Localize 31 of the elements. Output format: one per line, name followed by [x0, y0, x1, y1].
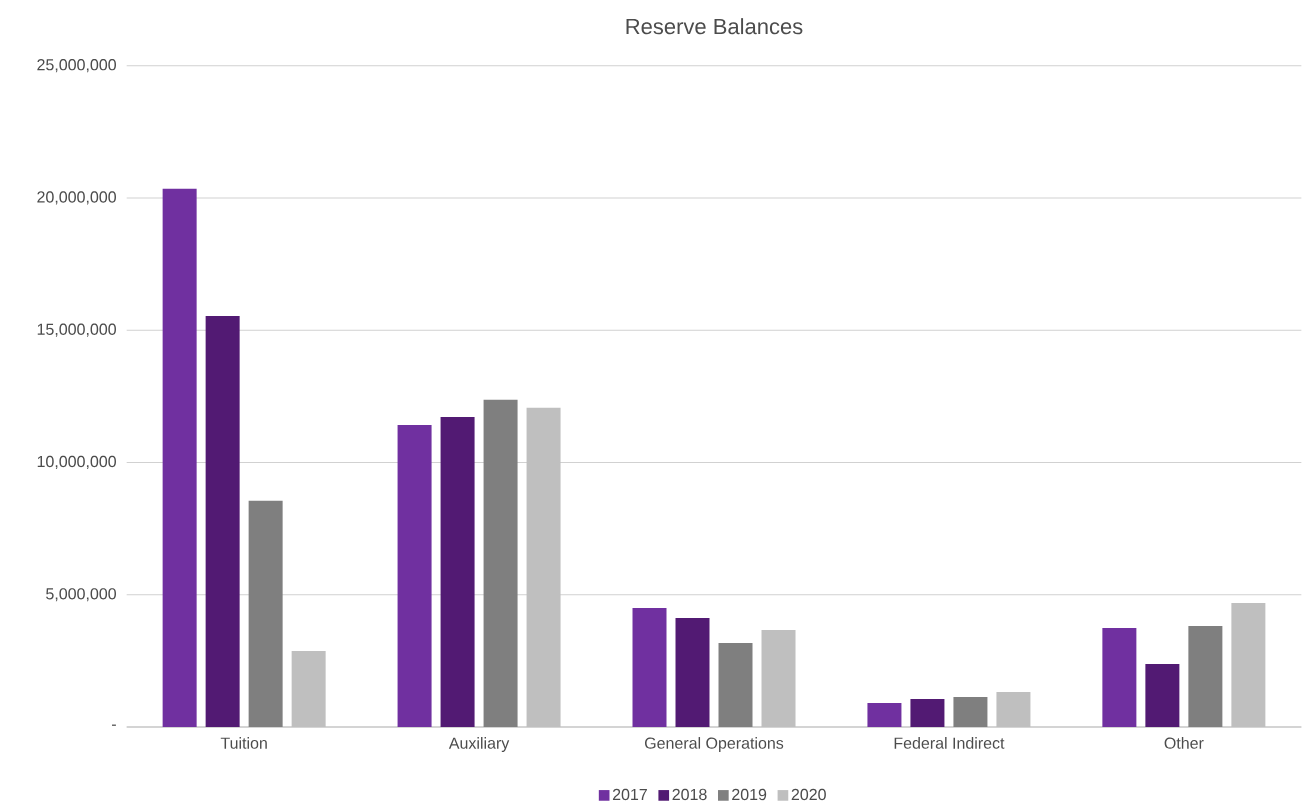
chart-title: Reserve Balances: [626, 18, 803, 35]
y-tick-label: 25,000,000: [37, 59, 116, 73]
bar: [205, 315, 240, 727]
bar: [1145, 664, 1180, 727]
bar: [632, 607, 667, 727]
bar: [1102, 628, 1137, 727]
bar: [483, 399, 518, 727]
bar: [1188, 625, 1223, 727]
x-tick-label: Auxiliary: [448, 737, 510, 752]
x-tick-label: Other: [1164, 737, 1204, 749]
x-tick-label: Tuition: [220, 737, 267, 749]
y-tick-label: 5,000,000: [46, 588, 116, 602]
legend-label: 2018: [672, 788, 707, 801]
x-tick-label: General Operations: [644, 737, 784, 752]
y-tick-label: 15,000,000: [37, 323, 116, 337]
bar: [718, 642, 753, 727]
bar: [162, 188, 197, 727]
bar: [397, 424, 432, 727]
x-tick-label: Federal Indirect: [894, 737, 1005, 749]
legend-label: 2019: [732, 788, 767, 801]
y-tick-label: -: [112, 724, 116, 726]
bar: [953, 697, 988, 727]
bar: [910, 698, 945, 727]
bar: [248, 500, 283, 727]
bar: [440, 416, 475, 727]
bar: [867, 702, 902, 727]
y-tick-label: 20,000,000: [37, 191, 116, 205]
legend-label: 2020: [791, 788, 826, 801]
legend-label: 2017: [612, 788, 647, 801]
y-tick-label: 10,000,000: [37, 455, 116, 470]
bar: [675, 618, 710, 727]
